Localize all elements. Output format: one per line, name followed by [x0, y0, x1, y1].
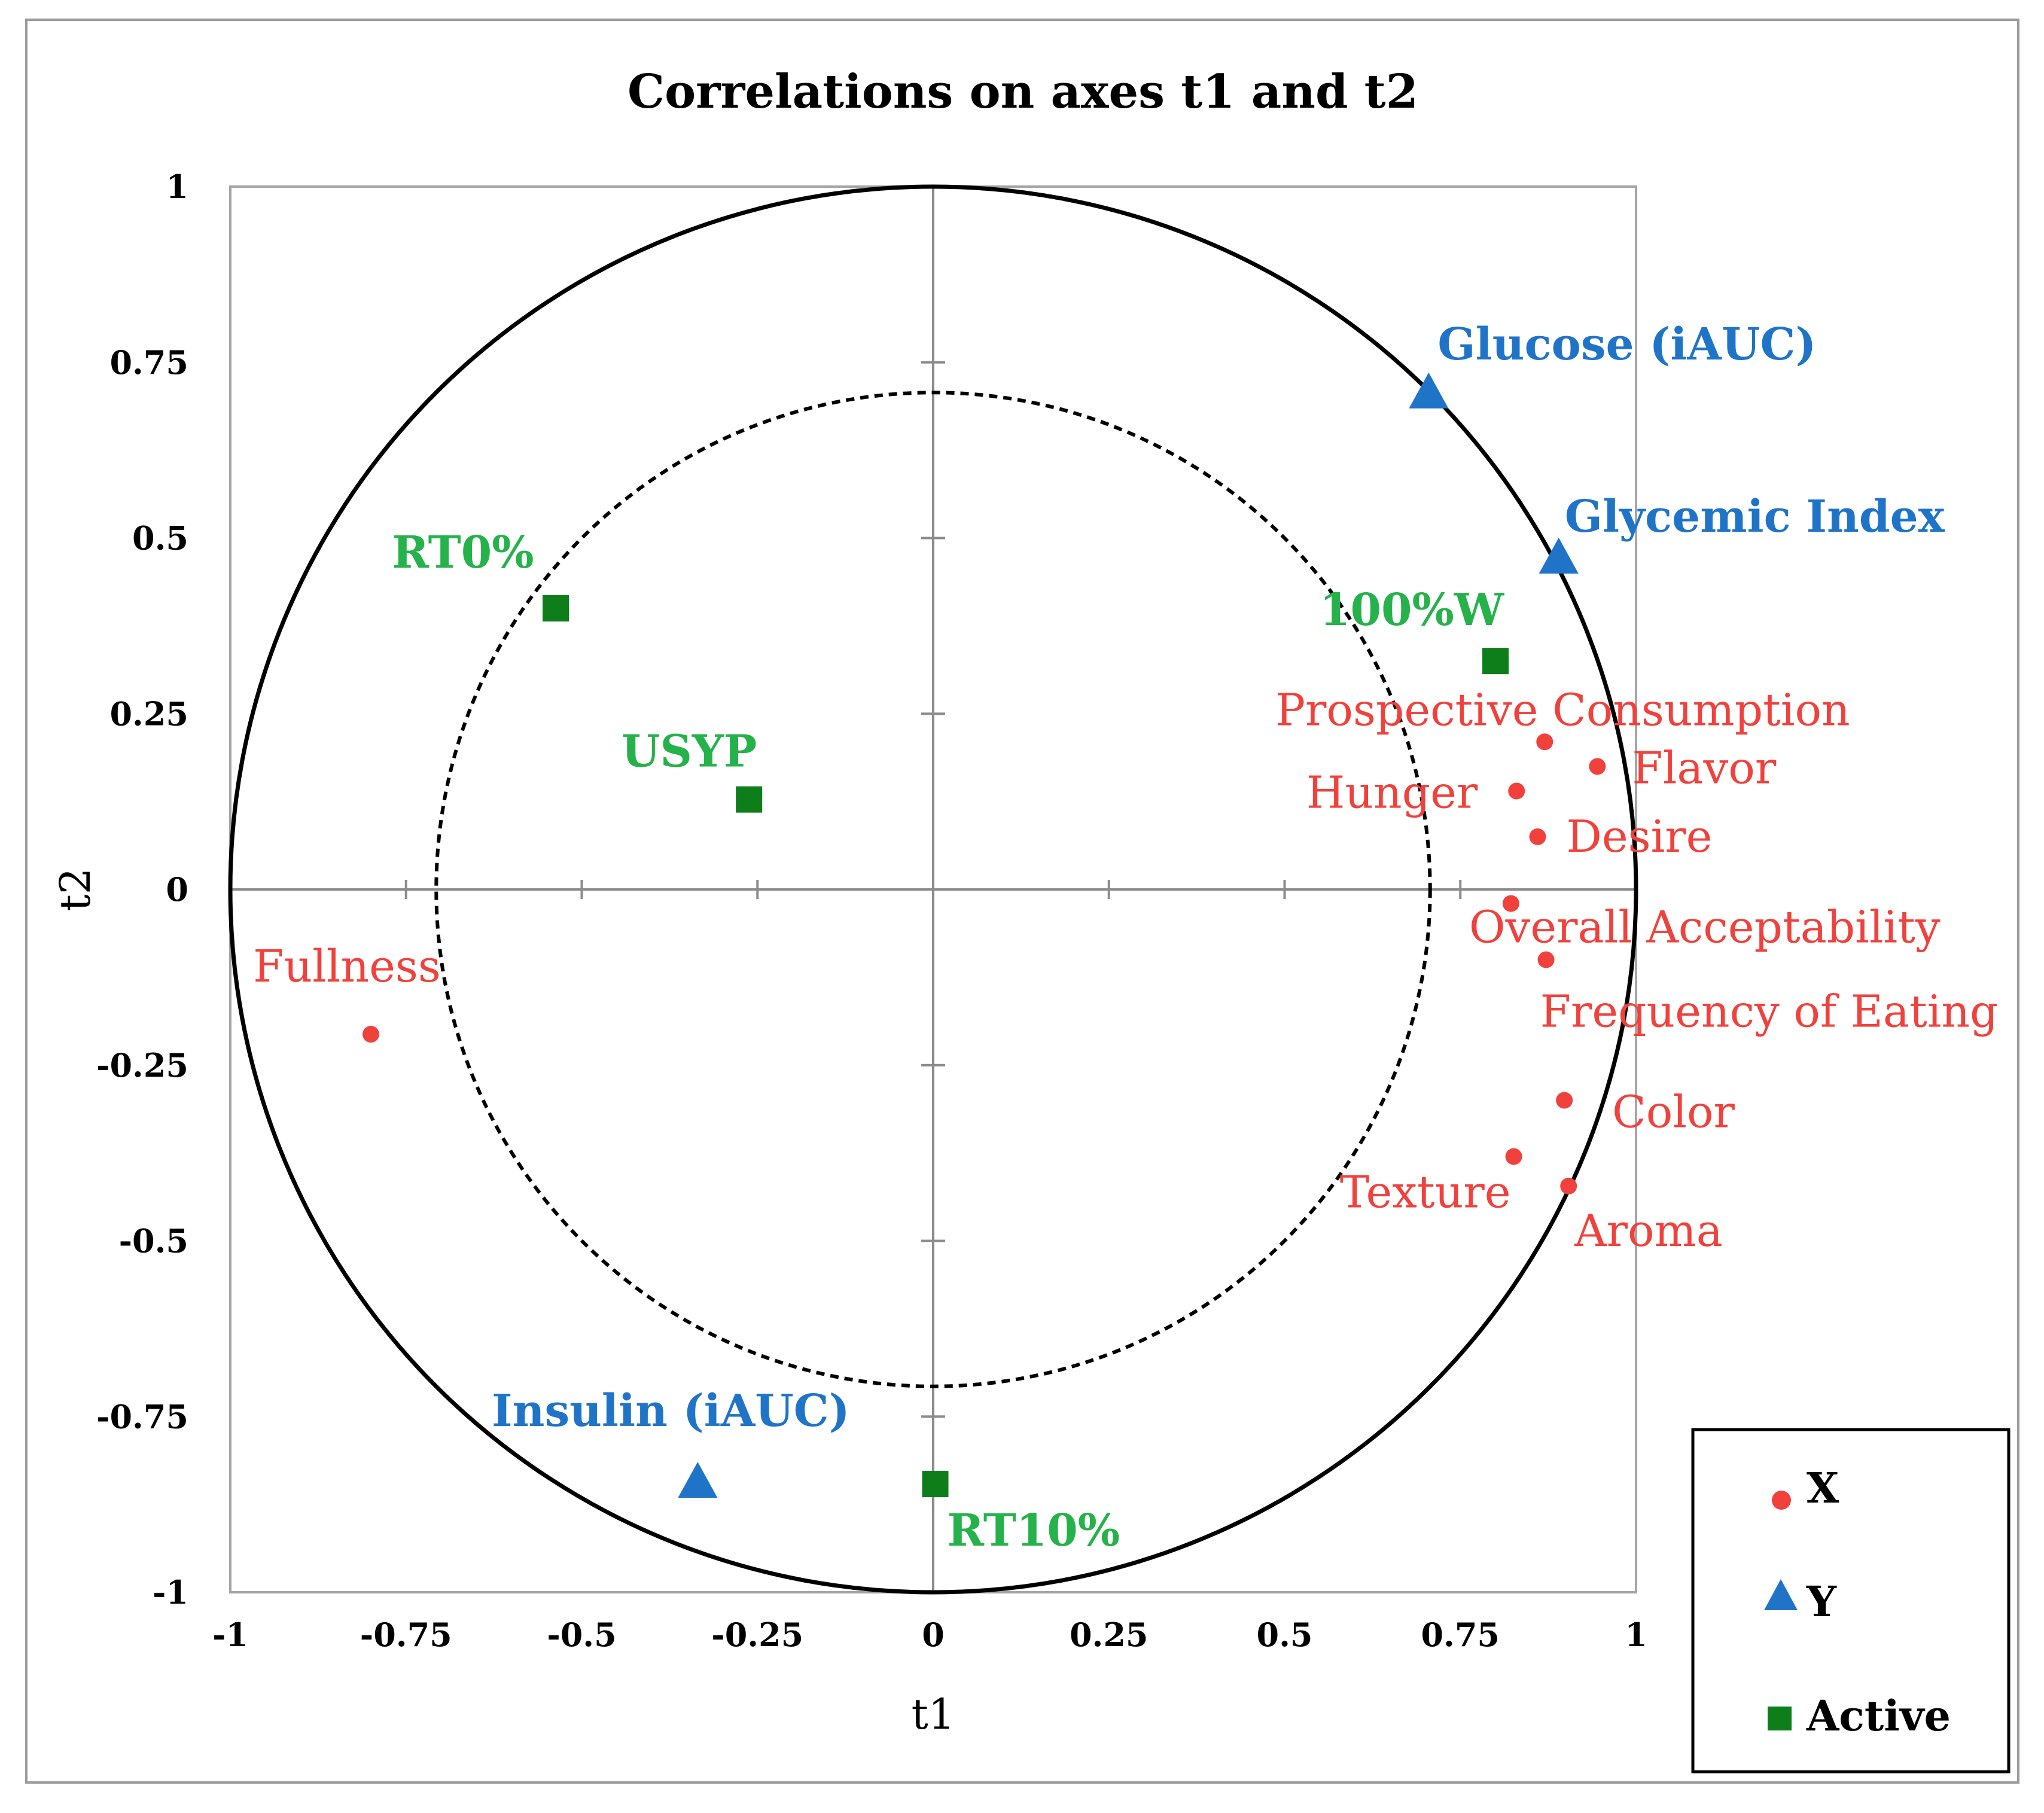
unit-circle [228, 184, 1638, 1595]
point-label-glycemic-index: Glycemic Index [1565, 491, 1945, 543]
x-tick-label: 0.25 [1070, 1616, 1149, 1654]
point-frequency-of-eating [1537, 951, 1555, 968]
x-tick-label: 0.75 [1421, 1616, 1500, 1654]
point-overall-acceptability [1502, 895, 1519, 912]
point-label-fullness: Fullness [253, 941, 441, 992]
point-label-hunger: Hunger [1306, 767, 1478, 819]
point-rt10 [922, 1471, 949, 1498]
x-tick-label: -0.75 [360, 1616, 452, 1654]
x-tick-label: 1 [1625, 1616, 1647, 1654]
point-label-aroma: Aroma [1574, 1205, 1723, 1257]
point-insulin-iauc [678, 1462, 718, 1498]
legend-y-marker [1764, 1579, 1798, 1610]
y-tick-label: 0.75 [109, 343, 188, 382]
point-glycemic-index [1539, 537, 1579, 574]
point-label-rt0: RT0% [392, 527, 534, 578]
point-rt0 [543, 595, 569, 621]
y-tick-label: 0.25 [109, 694, 188, 733]
point-prospective-consumption [1536, 733, 1553, 751]
point-label-rt10: RT10% [948, 1505, 1120, 1556]
x-tick-label: 0 [922, 1616, 945, 1654]
inner-dashed-circle [434, 391, 1432, 1388]
y-tick-label: -1 [153, 1573, 188, 1611]
point-label-color: Color [1612, 1087, 1735, 1138]
y-tick-label: 0 [166, 870, 188, 909]
legend-y-label: Y [1806, 1577, 1837, 1626]
circles-layer [228, 184, 1638, 1595]
point-color [1556, 1092, 1573, 1109]
y-tick-label: 1 [166, 167, 188, 206]
point-hunger [1508, 782, 1525, 800]
point-label-prospective-consumption: Prospective Consumption [1275, 684, 1850, 736]
point-label-glucose-iauc: Glucose (iAUC) [1437, 319, 1816, 370]
outer-frame [25, 19, 2019, 1784]
x-tick-label: -1 [212, 1616, 248, 1654]
point-fullness [363, 1026, 379, 1043]
y-tick-label: -0.5 [119, 1222, 188, 1260]
y-tick-label: -0.75 [96, 1397, 188, 1436]
y-axis-label: t2 [51, 868, 100, 912]
legend-box [1691, 1428, 2011, 1774]
point-label-100-w: 100%W [1320, 584, 1504, 636]
y-tick-label: 0.5 [132, 519, 188, 557]
x-tick-label: -0.5 [547, 1616, 616, 1654]
point-desire [1529, 828, 1546, 845]
x-axis-label: t1 [912, 1690, 955, 1739]
point-label-overall-acceptability: Overall Acceptability [1469, 902, 1941, 953]
point-glucose-iauc [1409, 372, 1449, 409]
point-label-desire: Desire [1567, 811, 1713, 863]
point-texture [1505, 1148, 1522, 1165]
legend-x-label: X [1807, 1463, 1839, 1513]
chart-title: Correlations on axes t1 and t2 [627, 65, 1418, 119]
legend: X Y Active [1691, 1428, 2011, 1774]
point-aroma [1560, 1177, 1577, 1195]
axes-layer [230, 187, 1636, 1592]
point-label-frequency-of-eating: Frequency of Eating [1540, 986, 1999, 1038]
data-points: Prospective Consumption Flavor Hunger Desir… [253, 319, 1998, 1556]
point-label-usyp: USYP [622, 726, 757, 778]
point-label-flavor: Flavor [1632, 742, 1776, 794]
point-label-texture: Texture [1340, 1167, 1511, 1218]
tick-labels: -1 -0.75 -0.5 -0.25 0 0.25 0.5 0.75 1 -1 -0.75 -0.5… [96, 167, 1647, 1654]
legend-active-marker [1768, 1707, 1792, 1730]
y-tick-label: -0.25 [96, 1046, 188, 1084]
x-tick-label: -0.25 [711, 1616, 803, 1654]
point-label-insulin-iauc: Insulin (iAUC) [492, 1385, 850, 1437]
point-flavor [1589, 758, 1606, 775]
x-tick-label: 0.5 [1257, 1616, 1313, 1654]
legend-x-marker [1772, 1491, 1791, 1510]
legend-active-label: Active [1806, 1691, 1951, 1741]
point-usyp [736, 786, 763, 813]
point-100-w [1482, 648, 1509, 675]
